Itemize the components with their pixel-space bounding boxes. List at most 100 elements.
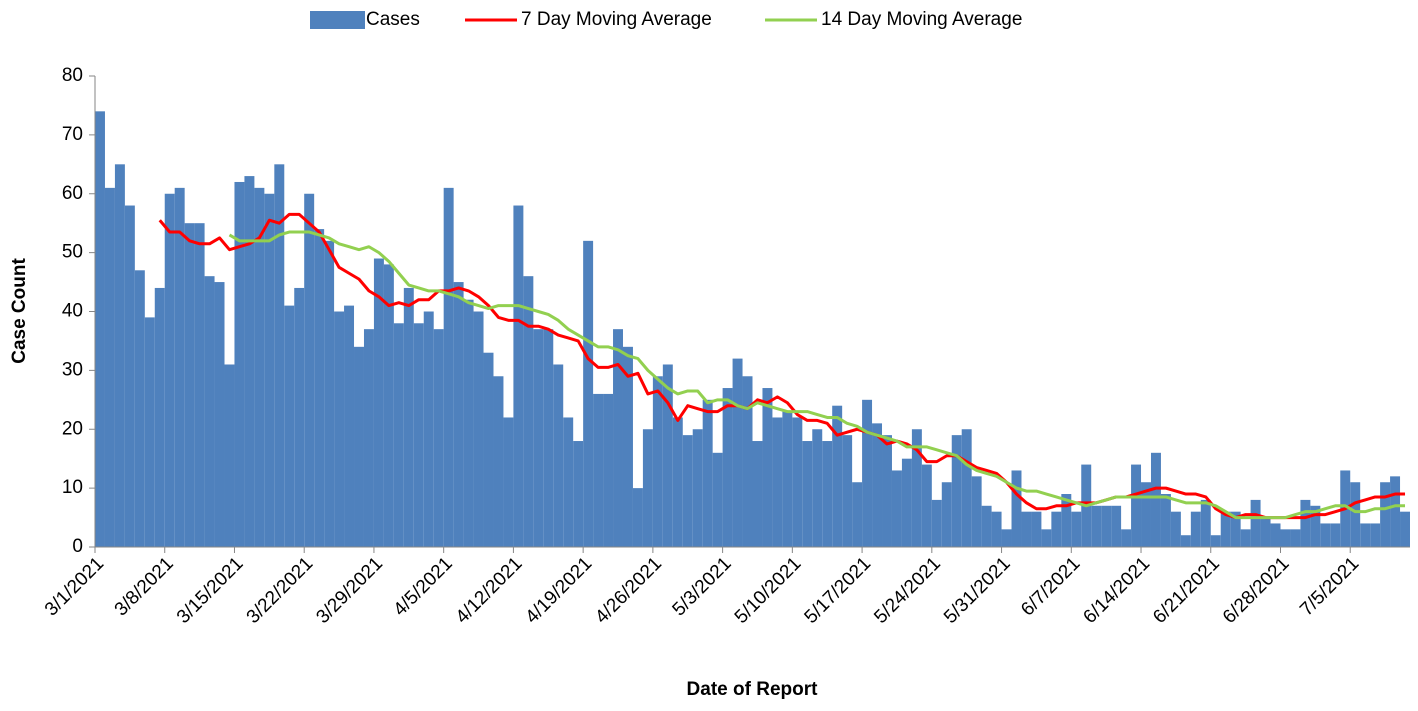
y-tick-label: 40: [62, 301, 83, 322]
x-tick-label: 5/17/2021: [801, 553, 876, 628]
bar: [553, 364, 564, 547]
bar: [234, 181, 245, 547]
bar: [1360, 523, 1371, 547]
bar: [812, 429, 823, 547]
bar: [274, 164, 285, 547]
bar: [1121, 529, 1132, 547]
bar: [1300, 499, 1311, 547]
bar: [802, 441, 813, 547]
bar: [1380, 482, 1391, 547]
y-tick-label: 30: [62, 359, 83, 380]
y-axis-label: Case Count: [9, 258, 30, 364]
bar: [832, 405, 843, 547]
y-tick-label: 10: [62, 477, 83, 498]
bar: [593, 393, 604, 547]
bar: [901, 458, 912, 547]
x-tick-label: 6/28/2021: [1219, 553, 1294, 628]
bar: [981, 505, 992, 547]
bar: [1131, 464, 1142, 547]
bar: [1101, 505, 1112, 547]
bar: [852, 482, 863, 547]
bar: [1330, 523, 1341, 547]
bar: [104, 187, 115, 548]
bar: [1150, 452, 1161, 547]
bar: [403, 287, 414, 547]
bar: [1230, 511, 1241, 547]
bar: [1190, 511, 1201, 547]
bar: [782, 411, 793, 547]
bar: [423, 311, 434, 547]
bar: [951, 435, 962, 547]
bar: [1200, 499, 1211, 547]
bar: [722, 388, 733, 547]
bar: [294, 287, 305, 547]
bar: [862, 399, 873, 547]
bar: [164, 193, 175, 547]
bar: [702, 399, 713, 547]
bar: [214, 282, 225, 547]
x-tick-label: 3/15/2021: [173, 553, 248, 628]
bar: [732, 358, 743, 547]
legend-label: Cases: [366, 9, 420, 30]
bar: [872, 423, 883, 547]
line: [158, 212, 1406, 520]
bar: [1141, 482, 1151, 547]
bar: [642, 429, 653, 547]
bar: [1350, 482, 1361, 547]
bar: [1290, 529, 1301, 547]
legend-swatch: [310, 11, 365, 29]
bar: [363, 329, 374, 547]
bar: [573, 441, 584, 547]
bar: [503, 417, 514, 547]
y-tick-label: 0: [72, 536, 83, 557]
x-tick-label: 6/7/2021: [1017, 553, 1084, 620]
bar: [134, 270, 145, 547]
bar: [443, 187, 454, 548]
x-tick-label: 5/10/2021: [731, 553, 806, 628]
y-tick-label: 70: [62, 124, 83, 145]
x-tick-label: 4/26/2021: [591, 553, 666, 628]
bar: [244, 176, 255, 547]
x-tick-label: 5/31/2021: [940, 553, 1015, 628]
bar: [971, 476, 982, 547]
y-tick-label: 50: [62, 242, 83, 263]
bar: [1210, 535, 1221, 547]
bar: [1071, 511, 1082, 547]
bar: [1320, 523, 1331, 547]
bar: [95, 111, 105, 547]
bar: [433, 329, 444, 547]
x-tick-label: 6/14/2021: [1079, 553, 1154, 628]
bar: [224, 364, 235, 547]
bar: [742, 376, 753, 547]
x-axis-label: Date of Report: [687, 679, 819, 700]
bar: [1240, 529, 1251, 547]
y-tick-label: 20: [62, 418, 83, 439]
bar: [194, 223, 205, 547]
bar: [772, 417, 783, 547]
bar: [1021, 511, 1032, 547]
bar: [334, 311, 345, 547]
legend-label: 14 Day Moving Average: [821, 9, 1022, 30]
bar: [672, 417, 683, 547]
bar: [921, 464, 932, 547]
bar: [603, 393, 614, 547]
bar: [543, 329, 554, 547]
x-tick-label: 3/29/2021: [312, 553, 387, 628]
bar: [842, 435, 853, 547]
bar: [882, 435, 892, 547]
bar: [254, 187, 265, 548]
bar: [184, 223, 195, 547]
x-tick-label: 4/12/2021: [452, 553, 527, 628]
bar: [1170, 511, 1181, 547]
bar: [324, 240, 335, 547]
bar: [931, 499, 942, 547]
bar: [911, 429, 922, 547]
bar: [822, 441, 833, 547]
legend-label: 7 Day Moving Average: [521, 9, 712, 30]
bar: [1091, 505, 1102, 547]
bar: [652, 376, 663, 547]
bar: [513, 205, 524, 547]
bar: [1220, 511, 1231, 547]
bar: [453, 282, 464, 547]
bar: [1270, 523, 1281, 547]
